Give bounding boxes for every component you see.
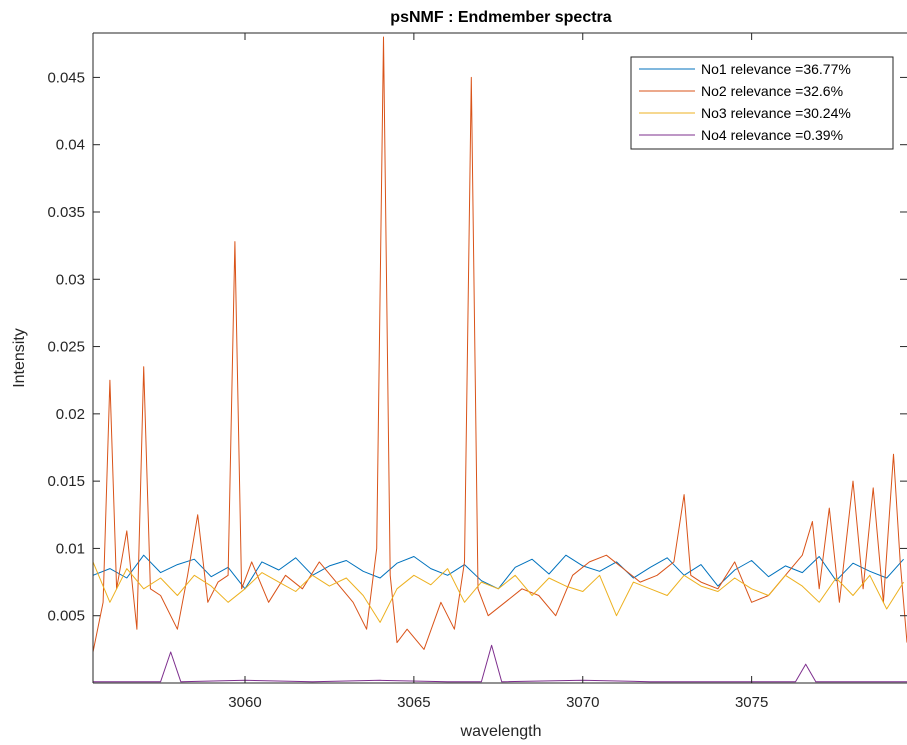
legend-entry-label: No2 relevance =32.6% bbox=[701, 83, 843, 99]
y-tick-label: 0.005 bbox=[47, 608, 85, 625]
legend-entry-label: No3 relevance =30.24% bbox=[701, 105, 851, 121]
y-tick-label: 0.045 bbox=[47, 69, 85, 86]
series-layer bbox=[92, 36, 907, 683]
y-tick-label: 0.02 bbox=[56, 406, 85, 423]
series-line-3 bbox=[92, 561, 905, 623]
series-line-4 bbox=[93, 644, 907, 683]
y-tick-label: 0.01 bbox=[56, 540, 85, 557]
x-axis-label: wavelength bbox=[460, 723, 542, 740]
y-tick-label: 0.025 bbox=[47, 339, 85, 356]
axes-layer bbox=[92, 32, 907, 684]
series-line-2 bbox=[92, 36, 907, 653]
y-tick-label: 0.04 bbox=[56, 137, 85, 154]
x-tick-label: 3070 bbox=[566, 694, 599, 711]
x-tick-label: 3075 bbox=[735, 694, 768, 711]
x-tick-label: 3065 bbox=[397, 694, 430, 711]
legend: No1 relevance =36.77% No2 relevance =32.6… bbox=[630, 56, 894, 150]
ticks-layer: 3060 3065 3070 3075 0.005 0.01 0.015 0.02 0.025 0… bbox=[47, 33, 907, 711]
y-tick-label: 0.015 bbox=[47, 473, 85, 490]
x-tick-label: 3060 bbox=[228, 694, 261, 711]
y-axis-label: Intensity bbox=[11, 328, 28, 388]
legend-entry-label: No4 relevance =0.39% bbox=[701, 127, 843, 143]
y-tick-label: 0.035 bbox=[47, 204, 85, 221]
legend-entry-label: No1 relevance =36.77% bbox=[701, 61, 851, 77]
y-tick-label: 0.03 bbox=[56, 271, 85, 288]
chart-title: psNMF : Endmember spectra bbox=[390, 9, 611, 26]
legend-box bbox=[630, 56, 894, 150]
